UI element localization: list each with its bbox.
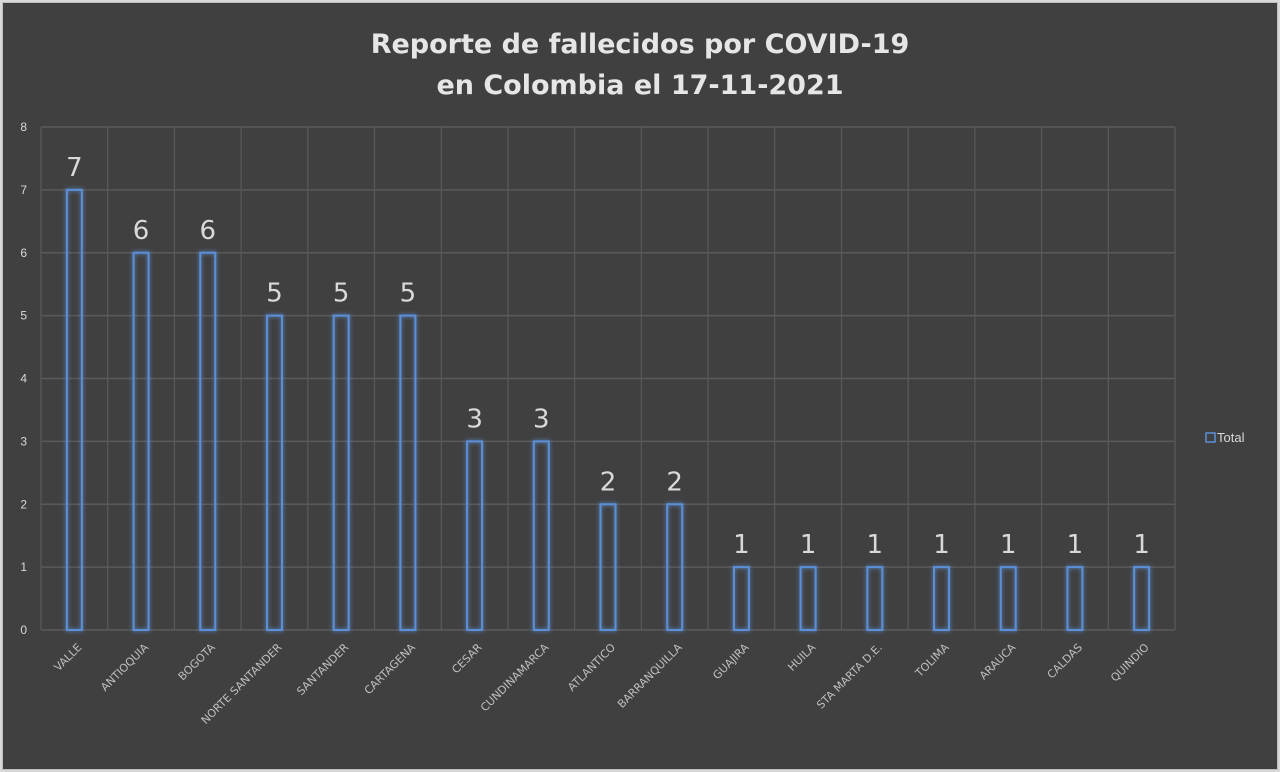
bar	[732, 566, 750, 631]
legend-label: Total	[1217, 430, 1245, 445]
y-tick-label: 1	[20, 560, 27, 574]
data-label: 3	[466, 404, 483, 434]
x-tick-label: BOGOTA	[176, 641, 218, 683]
bar	[65, 188, 83, 631]
x-tick-label: CARTAGENA	[362, 641, 419, 698]
y-tick-label: 0	[20, 623, 27, 637]
data-label: 5	[266, 279, 283, 309]
y-tick-label: 3	[20, 434, 27, 448]
data-label: 2	[600, 467, 617, 497]
y-tick-label: 4	[20, 372, 27, 386]
bar	[799, 566, 817, 631]
data-label: 6	[199, 216, 216, 246]
chart-title-line-1: Reporte de fallecidos por COVID-19	[371, 29, 910, 60]
bar	[866, 566, 884, 631]
bar	[1066, 566, 1084, 631]
data-label: 6	[133, 216, 150, 246]
data-label: 1	[733, 530, 750, 560]
x-tick-label: CUNDINAMARCA	[478, 641, 552, 715]
y-tick-label: 5	[20, 309, 27, 323]
x-tick-label: TOLIMA	[912, 641, 952, 681]
data-label: 1	[1133, 530, 1150, 560]
data-label: 1	[867, 530, 884, 560]
bar-chart: Reporte de fallecidos por COVID-19 en Co…	[20, 29, 1245, 727]
x-tick-label: ANTIOQUIA	[98, 641, 151, 694]
x-tick-label: ATLANTICO	[565, 641, 618, 694]
data-label: 7	[66, 153, 83, 183]
x-tick-label: BARRANQUILLA	[615, 641, 685, 711]
x-tick-label: CESAR	[449, 641, 485, 677]
bar	[265, 314, 283, 631]
bar	[199, 251, 217, 631]
legend-swatch	[1205, 432, 1216, 443]
bar	[399, 314, 417, 631]
bar	[599, 503, 617, 631]
bar	[466, 440, 484, 631]
bar	[1133, 566, 1151, 631]
x-tick-label: SANTANDER	[294, 641, 351, 698]
x-tick-label: HUILA	[785, 641, 818, 674]
data-label: 5	[400, 279, 417, 309]
bar	[132, 251, 150, 631]
x-tick-label: ARAUCA	[977, 641, 1019, 683]
data-label: 1	[1067, 530, 1084, 560]
bar	[532, 440, 550, 631]
data-label: 2	[666, 467, 683, 497]
x-tick-label: STA MARTA D.E.	[814, 641, 885, 712]
data-label: 1	[800, 530, 817, 560]
bar	[933, 566, 951, 631]
y-tick-label: 6	[20, 246, 27, 260]
legend: Total	[1205, 430, 1245, 445]
x-tick-label: CALDAS	[1045, 641, 1085, 681]
data-label: 3	[533, 404, 550, 434]
x-tick-label: QUINDIO	[1108, 641, 1152, 685]
data-label: 1	[1000, 530, 1017, 560]
chart-title-line-2: en Colombia el 17-11-2021	[436, 70, 843, 101]
data-label: 5	[333, 279, 350, 309]
x-tick-label: VALLE	[52, 641, 85, 674]
bar	[999, 566, 1017, 631]
y-tick-label: 2	[20, 497, 27, 511]
bar	[666, 503, 684, 631]
x-tick-label: GUAJIRA	[710, 641, 752, 683]
bar	[332, 314, 350, 631]
y-tick-label: 8	[20, 120, 27, 134]
y-tick-label: 7	[20, 183, 27, 197]
data-label: 1	[933, 530, 950, 560]
